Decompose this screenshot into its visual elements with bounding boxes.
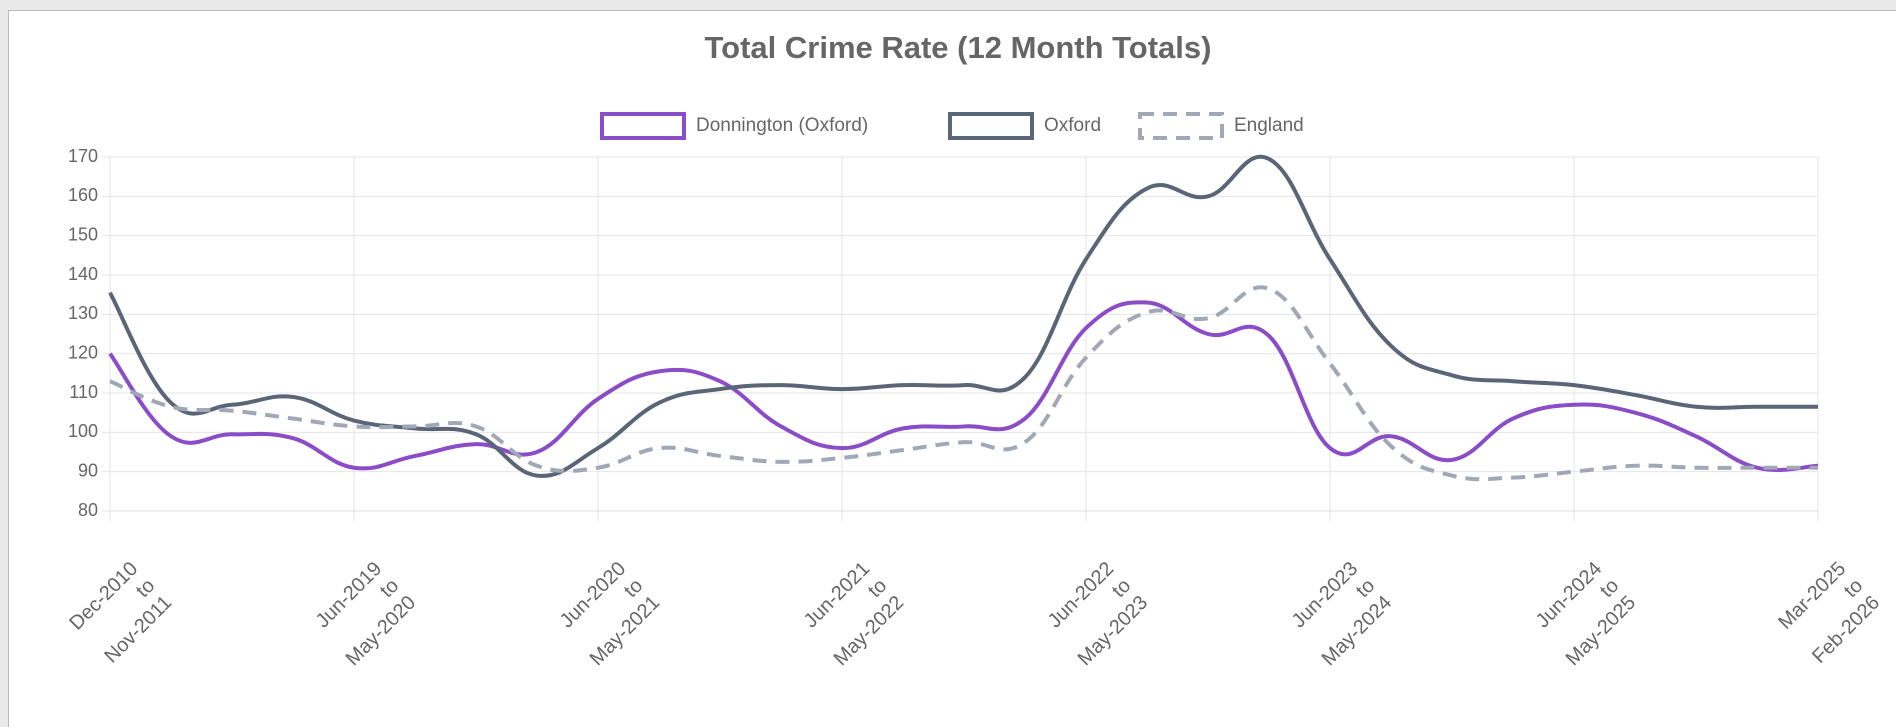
- y-tick-label: 90: [78, 460, 98, 480]
- legend-swatch: [948, 112, 1034, 140]
- legend-label: England: [1234, 115, 1304, 136]
- y-tick-label: 120: [68, 342, 98, 362]
- y-tick-label: 140: [68, 264, 98, 284]
- y-tick-label: 100: [68, 421, 98, 441]
- legend-label: Donnington (Oxford): [696, 115, 868, 136]
- y-tick-label: 160: [68, 185, 98, 205]
- y-tick-label: 150: [68, 224, 98, 244]
- series-line: [109, 285, 1818, 482]
- legend-label: Oxford: [1044, 115, 1101, 136]
- legend-swatch: [1138, 112, 1224, 140]
- y-tick-label: 80: [78, 500, 98, 520]
- chart-title: Total Crime Rate (12 Month Totals): [705, 30, 1212, 65]
- legend-swatch: [600, 112, 686, 140]
- y-tick-label: 110: [69, 382, 98, 402]
- y-tick-label: 130: [68, 303, 98, 323]
- series-line: [108, 300, 1819, 472]
- y-tick-label: 170: [68, 146, 98, 166]
